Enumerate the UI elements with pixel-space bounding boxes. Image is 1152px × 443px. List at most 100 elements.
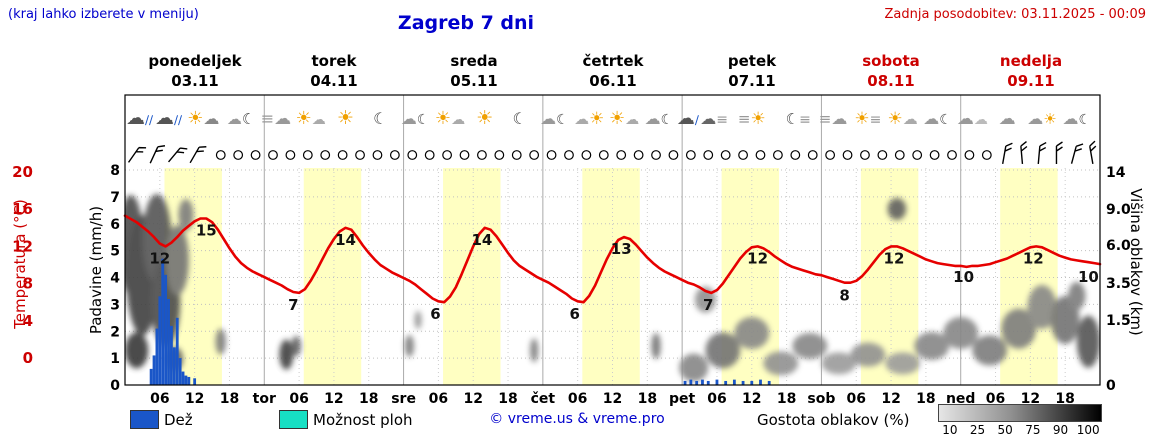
svg-text:18: 18 <box>916 391 935 407</box>
svg-text:☀☁: ☀☁ <box>187 108 219 129</box>
weather-icons-row: ☁∕∕ ☁∕∕ ☀☁ ☁☾ ≡☁ ☀☁ ☀ ☾ ☁☾ ☀☁ ☀ ☾ ☁☾ ☁☀ ☀☁ ☁☾ ☁∕ ☁≡ ≡☀ ☾≡ ≡☁… <box>126 107 1091 129</box>
svg-text:čet: čet <box>531 391 556 407</box>
svg-text:pet: pet <box>669 391 696 407</box>
svg-text:☀: ☀ <box>337 107 354 129</box>
svg-text:12: 12 <box>1021 391 1040 407</box>
day-date: 06.11 <box>589 72 637 91</box>
svg-text:06: 06 <box>429 391 448 407</box>
day-name: četrtek <box>582 52 644 70</box>
svg-text:≡☀: ≡☀ <box>738 109 766 129</box>
svg-text:18: 18 <box>1055 391 1074 407</box>
svg-text:12: 12 <box>185 391 204 407</box>
svg-text:06: 06 <box>986 391 1005 407</box>
svg-text:≡☁: ≡☁ <box>819 109 848 128</box>
svg-text:12: 12 <box>12 237 33 255</box>
temperature-value-labels: 12 15 7 14 6 14 6 13 7 12 8 12 10 12 10 <box>149 222 1098 324</box>
credit-link[interactable]: © vreme.us & vreme.pro <box>489 411 665 427</box>
svg-text:12: 12 <box>1023 249 1044 267</box>
svg-text:☀: ☀ <box>476 107 493 129</box>
svg-text:6: 6 <box>110 217 120 233</box>
cloud-density-scale: 10 25 50 75 90 100 <box>936 423 1102 437</box>
svg-text:10: 10 <box>953 268 974 286</box>
day-date: 09.11 <box>1007 72 1055 91</box>
svg-text:☀≡: ☀≡ <box>854 109 881 129</box>
svg-text:8: 8 <box>839 287 849 305</box>
rain-bars <box>149 258 771 385</box>
rain-legend-label: Dež <box>164 411 193 429</box>
day-header-cetrtek: četrtek 06.11 <box>543 51 683 92</box>
cloud-density-tick: 90 <box>1052 423 1069 437</box>
day-name: sreda <box>450 52 498 70</box>
day-header-torek: torek 04.11 <box>264 51 404 92</box>
svg-text:3: 3 <box>110 297 120 313</box>
menu-hint-text: (kraj lahko izberete v meniju) <box>8 7 199 22</box>
svg-text:6.0: 6.0 <box>1106 238 1131 254</box>
svg-text:≡☁: ≡☁ <box>261 109 291 129</box>
svg-text:1.5: 1.5 <box>1106 313 1131 329</box>
day-header-sobota: sobota 08.11 <box>821 51 961 92</box>
svg-text:☾: ☾ <box>373 109 387 128</box>
svg-text:4: 4 <box>23 312 33 330</box>
svg-text:5: 5 <box>110 244 120 260</box>
showers-legend-label: Možnost ploh <box>313 411 413 429</box>
plot-frame <box>124 94 1101 386</box>
svg-text:12: 12 <box>149 249 170 267</box>
svg-text:06: 06 <box>568 391 587 407</box>
svg-text:06: 06 <box>289 391 308 407</box>
svg-text:12: 12 <box>742 391 761 407</box>
svg-text:☀☁: ☀☁ <box>296 108 326 129</box>
day-date: 05.11 <box>450 72 498 91</box>
svg-text:☁☾: ☁☾ <box>227 110 255 128</box>
day-name: ponedeljek <box>148 52 242 70</box>
svg-text:6: 6 <box>430 305 440 323</box>
svg-text:16: 16 <box>12 200 33 218</box>
day-date: 07.11 <box>728 72 776 91</box>
day-date: 08.11 <box>867 72 915 91</box>
cloud-density-gradient-bar <box>938 404 1102 422</box>
svg-text:☁☾: ☁☾ <box>645 109 674 128</box>
day-header-nedelja: nedelja 09.11 <box>961 51 1101 92</box>
page-title: Zagreb 7 dni <box>397 12 535 34</box>
svg-text:☁∕∕: ☁∕∕ <box>155 107 183 129</box>
day-header-ponedeljek: ponedeljek 03.11 <box>125 51 265 92</box>
svg-text:12: 12 <box>324 391 343 407</box>
cloud-density-tick: 10 <box>942 423 958 437</box>
svg-text:tor: tor <box>253 391 276 407</box>
cloud-density-tick: 100 <box>1076 423 1100 437</box>
svg-text:12: 12 <box>884 249 905 267</box>
svg-text:06: 06 <box>707 391 726 407</box>
svg-text:☁: ☁ <box>999 109 1016 129</box>
svg-text:18: 18 <box>359 391 378 407</box>
showers-legend-swatch <box>279 410 308 429</box>
svg-text:7: 7 <box>288 296 298 314</box>
svg-text:6: 6 <box>570 305 580 323</box>
svg-text:18: 18 <box>777 391 796 407</box>
svg-text:14: 14 <box>335 231 356 249</box>
svg-text:12: 12 <box>747 249 768 267</box>
svg-text:☁☾: ☁☾ <box>401 109 430 128</box>
svg-text:sob: sob <box>807 391 835 407</box>
temperature-curve <box>123 214 1102 304</box>
wind-row <box>127 140 1097 165</box>
last-update-text: Zadnja posodobitev: 03.11.2025 - 00:09 <box>884 7 1146 22</box>
svg-text:06: 06 <box>847 391 866 407</box>
svg-text:ned: ned <box>946 391 975 407</box>
svg-text:☀☁: ☀☁ <box>609 108 639 129</box>
day-date: 04.11 <box>310 72 358 91</box>
svg-text:12: 12 <box>463 391 482 407</box>
day-date: 03.11 <box>171 72 219 91</box>
day-name: nedelja <box>999 52 1063 70</box>
svg-text:4: 4 <box>110 271 120 287</box>
svg-text:☁☾: ☁☾ <box>540 109 569 128</box>
svg-text:☀☁: ☀☁ <box>888 109 918 129</box>
svg-text:7: 7 <box>703 296 713 314</box>
svg-text:☁≡: ☁≡ <box>700 109 728 128</box>
svg-text:☁☾: ☁☾ <box>1063 109 1092 128</box>
svg-text:☾≡: ☾≡ <box>786 110 811 128</box>
svg-text:2: 2 <box>110 324 120 340</box>
cloud-density-tick: 50 <box>997 423 1013 437</box>
svg-text:18: 18 <box>498 391 517 407</box>
svg-text:☁☀: ☁☀ <box>574 109 604 129</box>
svg-text:0: 0 <box>110 378 120 394</box>
